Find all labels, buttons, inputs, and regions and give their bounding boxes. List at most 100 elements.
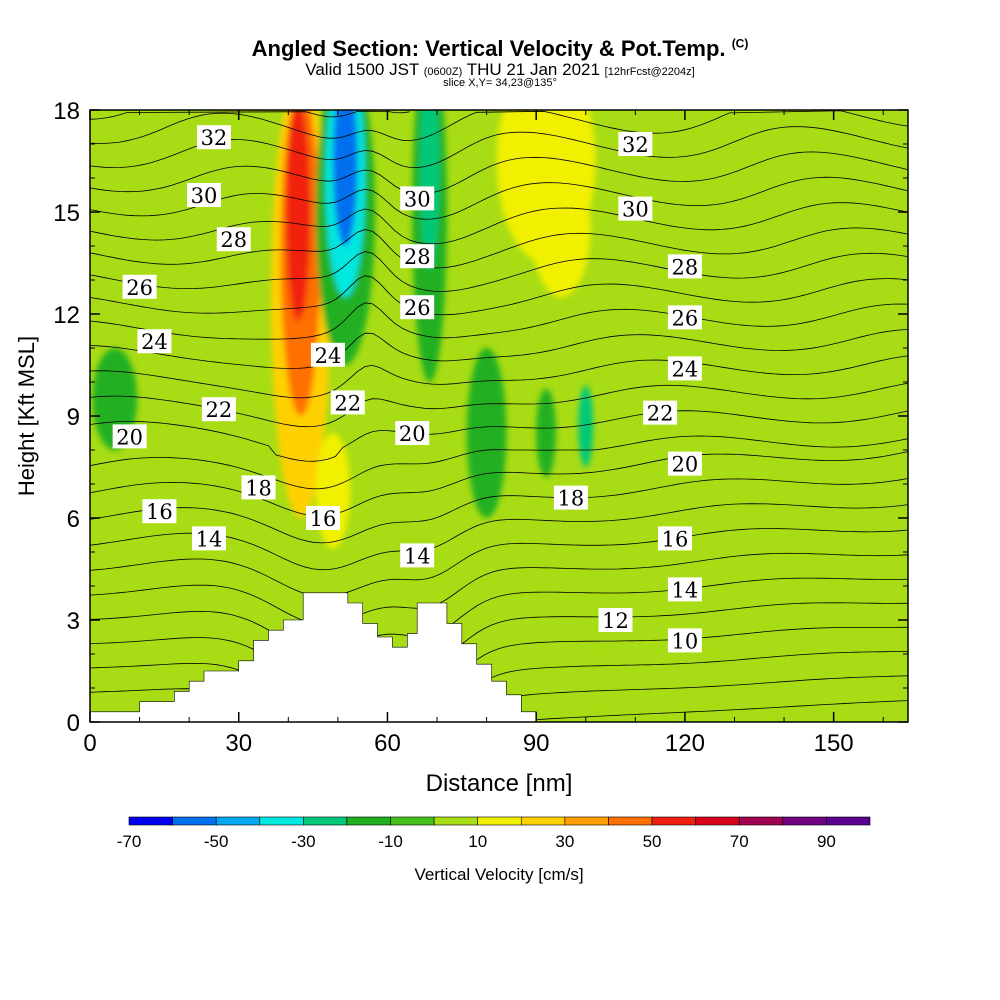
isentrope-label-20: 32 [622,133,649,157]
x-tick-label-120: 120 [665,730,705,757]
isentrope-label-22: 22 [647,402,674,426]
isentrope-lines [90,110,908,722]
isentrope-20 [90,410,908,462]
terrain-polygon [90,592,537,722]
isentrope-label-3: 26 [126,276,153,300]
isentrope-label-bg-8 [191,526,226,551]
y-axis: 0 3 6 9 12 15 18 [53,98,908,737]
isentrope-label-11: 24 [315,344,342,368]
y-tick-label-6: 6 [67,506,80,533]
colorbar-swatch-7 [433,816,479,826]
isentrope-label-bg-1 [187,183,222,207]
isentrope-16 [90,503,908,571]
isentrope-label-bg-7 [142,499,177,524]
colorbar-swatch-15 [782,816,827,826]
isentrope-30 [90,151,908,195]
isentrope-23 [90,329,908,369]
isentrope-label-16: 20 [399,422,426,446]
isentrope-label-26: 24 [672,357,699,381]
isentrope-label-29: 10 [672,629,699,653]
x-tick-label-90: 90 [523,730,550,757]
colorbar-swatch-1 [172,816,217,826]
isentrope-label-13: 30 [404,187,431,211]
y-tick-label-3: 3 [67,608,80,635]
isentrope-13 [90,577,908,654]
isentrope-label-bg-9 [241,475,276,500]
colorbar-swatch-0 [128,816,173,826]
x-tick-label-30: 30 [225,730,252,757]
colorbar-swatch-14 [738,816,784,826]
isentrope-label-2: 28 [220,228,247,252]
isentrope-label-8: 14 [196,527,223,551]
isentrope-label-bg-17 [400,543,435,568]
isentrope-label-1: 30 [191,184,218,208]
velocity-field [92,110,908,716]
isentrope-labels: 3230282624222016141816242230282620141812… [112,125,702,653]
isentrope-14 [90,552,908,625]
field-feature-16 [578,385,594,468]
colorbar-swatch-16 [826,816,871,826]
isentrope-label-10: 16 [310,507,337,531]
isentrope-label-21: 30 [622,198,649,222]
isentrope-label-bg-28 [667,577,702,602]
y-tick-label-9: 9 [67,404,80,431]
colorbar-swatch-2 [215,816,261,826]
field-feature-11 [873,446,908,556]
valid-forecast: [12hrFcst@2204z] [604,66,695,78]
isentrope-label-bg-25 [667,305,702,330]
isentrope-label-bg-5 [201,397,236,422]
field-feature-12 [670,650,720,705]
colorbar-tick-label-2: -30 [291,832,316,851]
isentrope-label-bg-11 [310,342,345,367]
isentrope-label-0: 32 [201,126,228,150]
isentrope-label-bg-27 [667,451,702,476]
isentrope-label-28: 14 [672,578,699,602]
field-features [92,110,908,716]
isentrope-24 [90,302,908,340]
x-tick-label-60: 60 [374,730,401,757]
isentrope-25 [90,275,908,316]
isentrope-label-bg-29 [667,628,702,653]
colorbar-tick-label-7: 70 [730,832,749,851]
isentrope-label-19: 12 [602,609,629,633]
chart-title: Angled Section: Vertical Velocity & Pot.… [0,36,1000,62]
chart-slice-info: slice X,Y= 34,23@135° [443,77,557,89]
isentrope-label-17: 14 [404,544,431,568]
isentrope-label-bg-10 [306,506,341,530]
title-main: Angled Section: Vertical Velocity & Pot.… [251,36,726,61]
colorbar-tick-label-5: 30 [555,832,574,851]
title-copyright: (C) [731,36,749,51]
isentrope-26 [90,251,908,292]
isentrope-label-bg-2 [216,227,251,252]
colorbar-tick-label-3: -10 [378,832,403,851]
isentrope-label-bg-15 [400,295,435,320]
valid-utc: (0600Z) [423,66,463,78]
isentrope-label-bg-6 [112,424,147,449]
isentrope-22 [90,355,908,399]
isentrope-17 [90,478,908,544]
x-axis-label: Distance [nm] [426,770,573,797]
colorbar-tick-label-8: 90 [817,832,836,851]
field-feature-9 [531,161,591,297]
isentrope-label-12: 22 [334,391,361,415]
isentrope-label-7: 16 [146,500,173,524]
colorbar-swatch-4 [303,816,348,826]
isentrope-label-bg-14 [400,244,435,269]
field-feature-15 [536,388,557,478]
isentrope-8 [521,700,908,722]
isentrope-label-bg-21 [618,196,653,221]
isentrope-label-bg-23 [657,526,692,551]
y-tick-label-0: 0 [67,710,80,737]
isentrope-label-bg-24 [667,254,702,279]
terrain [90,592,537,722]
y-axis-label: Height [Kft MSL] [14,336,39,496]
field-feature-10 [315,433,351,549]
field-feature-2 [285,110,311,321]
colorbar-swatch-11 [608,816,653,826]
x-axis: 0 30 60 90 120 150 [83,110,884,757]
colorbar-tick-label-6: 50 [643,832,662,851]
isentrope-label-25: 26 [672,306,699,330]
isentrope-label-bg-16 [395,421,430,445]
isentrope-label-9: 18 [245,476,272,500]
